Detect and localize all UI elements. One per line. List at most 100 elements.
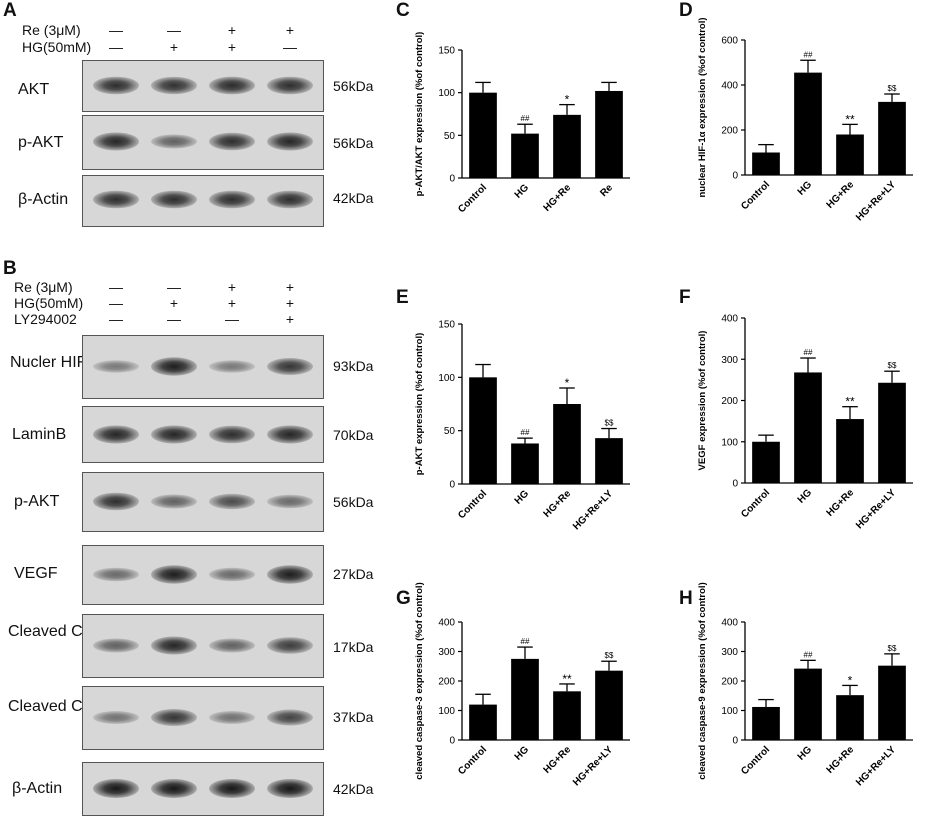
- blot-kda-label: 56kDa: [333, 78, 374, 94]
- blot-kda-label: 42kDa: [333, 190, 374, 206]
- bar: [878, 665, 906, 740]
- western-blot-cleaved-cas-9: [82, 686, 324, 750]
- blot-band: [267, 425, 313, 444]
- blot-protein-label: p-AKT: [14, 493, 60, 510]
- y-axis-label: p-AKT/AKT expression (%of control): [414, 32, 425, 197]
- blot-band: [93, 567, 139, 582]
- western-blot-beta-actin-b: [82, 762, 324, 816]
- y-tick-label: 0: [732, 736, 738, 747]
- bar-chart-f: 0 100 200 300 400 VEGF expression (%of contro…: [697, 314, 913, 531]
- x-tick-label: HG: [796, 744, 815, 763]
- x-tick-label: HG: [796, 487, 815, 506]
- y-tick-label: 300: [721, 647, 738, 658]
- blot-band: [151, 778, 197, 799]
- bar: [595, 670, 623, 740]
- y-tick-label: 0: [732, 171, 738, 182]
- treatment-sign: —: [167, 22, 181, 38]
- blot-protein-label: β-Actin: [12, 780, 63, 797]
- bar-chart-c: 0 50 100 150 p-AKT/AKT expression (%of contr…: [414, 32, 630, 215]
- treatment-sign: —: [167, 279, 181, 295]
- blot-kda-label: 56kDa: [333, 135, 374, 151]
- treatment-label-hg: HG(50mM): [14, 295, 84, 311]
- blot-protein-label: Cleaved Cas-3: [8, 623, 114, 640]
- blot-band: [93, 778, 139, 799]
- bar: [469, 377, 497, 484]
- y-tick-label: 100: [721, 437, 738, 448]
- y-tick-label: 50: [444, 426, 456, 437]
- bar: [595, 438, 623, 484]
- y-tick-label: 300: [438, 647, 455, 658]
- bar: [752, 706, 780, 740]
- blot-band: [209, 190, 255, 209]
- treatment-sign: —: [225, 311, 239, 327]
- treatment-label-re: Re (3μM): [14, 279, 73, 295]
- treatment-label-ly294002: LY294002: [14, 311, 77, 327]
- blot-band: [267, 358, 313, 375]
- y-tick-label: 150: [438, 46, 455, 57]
- panel-label-a: A: [3, 0, 17, 21]
- blot-band: [267, 565, 313, 584]
- blot-band: [93, 360, 139, 373]
- western-blot-akt: [82, 60, 324, 112]
- x-tick-label: HG: [513, 488, 532, 507]
- x-tick-label: Control: [739, 487, 772, 520]
- significance-label: **: [845, 395, 855, 409]
- blot-band: [93, 638, 139, 653]
- treatment-sign: +: [227, 39, 237, 55]
- y-axis-label: cleaved caspase-3 expression (%of contro…: [414, 582, 425, 779]
- blot-kda-label: 56kDa: [333, 494, 374, 510]
- blot-protein-label: Nucler HIF-1α: [10, 354, 110, 371]
- x-tick-label: HG+Re+LY: [854, 487, 898, 531]
- treatment-label-re: Re (3μM): [22, 22, 81, 38]
- y-axis-label: p-AKT expression (%of control): [414, 333, 425, 476]
- x-tick-label: HG+Re: [542, 744, 574, 776]
- blot-band: [267, 190, 313, 209]
- x-tick-label: Re: [598, 182, 615, 199]
- blot-band: [209, 638, 255, 653]
- significance-label: $$: [605, 651, 614, 660]
- bar: [469, 704, 497, 740]
- bar: [836, 134, 864, 175]
- x-tick-label: Control: [739, 744, 772, 777]
- bar-chart-h: 0 100 200 300 400 cleaved caspase-9 expressio…: [697, 582, 913, 788]
- panel-label-f: F: [679, 287, 691, 308]
- treatment-sign: —: [109, 279, 123, 295]
- bar: [511, 658, 539, 740]
- x-tick-label: Control: [739, 179, 772, 212]
- bar: [878, 382, 906, 483]
- blot-protein-label: β-Actin: [18, 191, 69, 208]
- y-axis-label: cleaved caspase-9 expression (%of contro…: [697, 582, 708, 779]
- bar: [752, 441, 780, 483]
- blot-band: [209, 778, 255, 799]
- x-tick-label: HG+Re+LY: [854, 179, 898, 223]
- y-tick-label: 400: [721, 81, 738, 92]
- x-tick-label: HG+Re+LY: [854, 744, 898, 788]
- y-tick-label: 400: [721, 314, 738, 325]
- x-tick-label: HG+Re: [825, 179, 857, 211]
- significance-label: *: [565, 93, 570, 107]
- significance-label: $$: [605, 419, 614, 428]
- significance-label: **: [845, 112, 855, 126]
- bar-chart-d: 0 200 400 600 nuclear HIF-1α expression (%of…: [697, 17, 913, 223]
- blot-protein-label: p-AKT: [18, 134, 64, 151]
- y-tick-label: 200: [721, 126, 738, 137]
- x-tick-label: Control: [456, 488, 489, 521]
- bar: [794, 372, 822, 483]
- blot-band: [93, 425, 139, 444]
- significance-label: $$: [888, 644, 897, 653]
- significance-label: *: [848, 673, 853, 687]
- treatment-sign: +: [285, 295, 295, 311]
- blot-band: [267, 494, 313, 509]
- western-blot-cleaved-cas-3: [82, 614, 324, 678]
- x-tick-label: HG+Re+LY: [571, 488, 615, 532]
- western-blot-laminb: [82, 406, 324, 463]
- y-tick-label: 400: [438, 618, 455, 629]
- significance-label: ##: [521, 637, 530, 646]
- blot-band: [267, 709, 313, 726]
- bar: [511, 133, 539, 178]
- bar: [878, 101, 906, 175]
- treatment-sign: +: [285, 311, 295, 327]
- western-blot-nuclear-hif-1a: [82, 335, 324, 399]
- significance-label: ##: [521, 114, 530, 123]
- blot-kda-label: 70kDa: [333, 427, 374, 443]
